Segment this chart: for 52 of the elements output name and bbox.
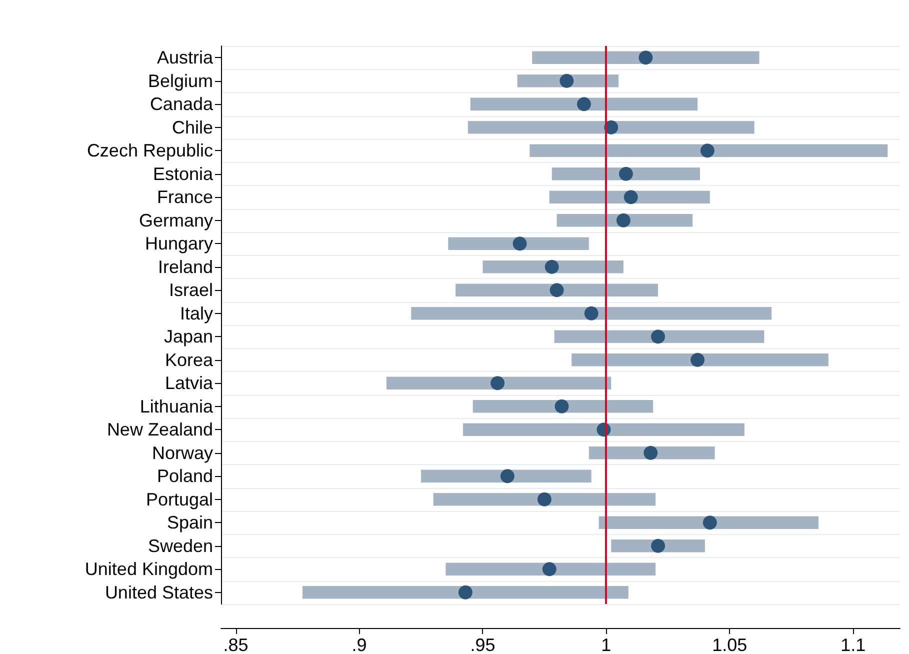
point bbox=[618, 166, 633, 181]
point bbox=[490, 376, 505, 390]
point bbox=[550, 283, 564, 298]
point bbox=[544, 260, 559, 274]
y-tick-label: Germany bbox=[138, 210, 213, 230]
x-tick-label: .95 bbox=[470, 635, 496, 654]
point bbox=[537, 492, 552, 506]
y-tick-label: Chile bbox=[172, 117, 213, 138]
y-tick-label: Poland bbox=[156, 466, 213, 486]
y-tick-label: Spain bbox=[166, 512, 213, 533]
y-tick-label: Norway bbox=[152, 442, 213, 463]
y-tick-label: Canada bbox=[150, 94, 214, 114]
y-tick-label: Ireland bbox=[158, 256, 213, 277]
y-tick-label: Czech Republic bbox=[86, 140, 213, 161]
x-tick-label: 1 bbox=[601, 635, 612, 654]
point bbox=[651, 330, 666, 344]
y-tick-label: Hungary bbox=[144, 234, 213, 254]
y-tick-label: Estonia bbox=[152, 164, 214, 184]
point bbox=[512, 236, 527, 251]
point bbox=[644, 446, 658, 460]
point bbox=[576, 97, 591, 112]
point bbox=[702, 516, 717, 530]
point bbox=[624, 190, 638, 204]
x-tick-label: .9 bbox=[352, 635, 367, 654]
y-tick-label: Israel bbox=[168, 280, 213, 300]
point bbox=[616, 213, 630, 228]
y-tick-label: Korea bbox=[164, 350, 214, 370]
x-tick-label: .85 bbox=[223, 635, 248, 654]
y-tick-label: Italy bbox=[180, 303, 213, 324]
y-tick-label: Austria bbox=[156, 48, 214, 68]
point bbox=[500, 469, 514, 484]
y-tick-label: Japan bbox=[164, 326, 213, 347]
point bbox=[690, 352, 705, 367]
y-tick-label: United States bbox=[104, 582, 213, 602]
y-tick-label: Lithuania bbox=[140, 396, 214, 416]
point bbox=[584, 306, 598, 320]
y-tick-label: Portugal bbox=[146, 489, 213, 510]
point bbox=[554, 399, 569, 414]
x-tick-label: 1.05 bbox=[712, 635, 748, 654]
point bbox=[542, 562, 556, 576]
point bbox=[458, 585, 472, 600]
point bbox=[651, 538, 666, 553]
point bbox=[560, 74, 574, 88]
y-tick-label: Belgium bbox=[148, 70, 213, 91]
y-tick-label: France bbox=[156, 187, 213, 208]
y-tick-label: Latvia bbox=[164, 373, 214, 394]
y-tick-label: United Kingdom bbox=[84, 559, 213, 580]
y-tick-label: Sweden bbox=[148, 536, 213, 556]
x-tick-label: 1.1 bbox=[840, 635, 866, 654]
y-tick-label: New Zealand bbox=[106, 420, 213, 440]
point bbox=[638, 50, 653, 65]
point bbox=[700, 144, 714, 158]
